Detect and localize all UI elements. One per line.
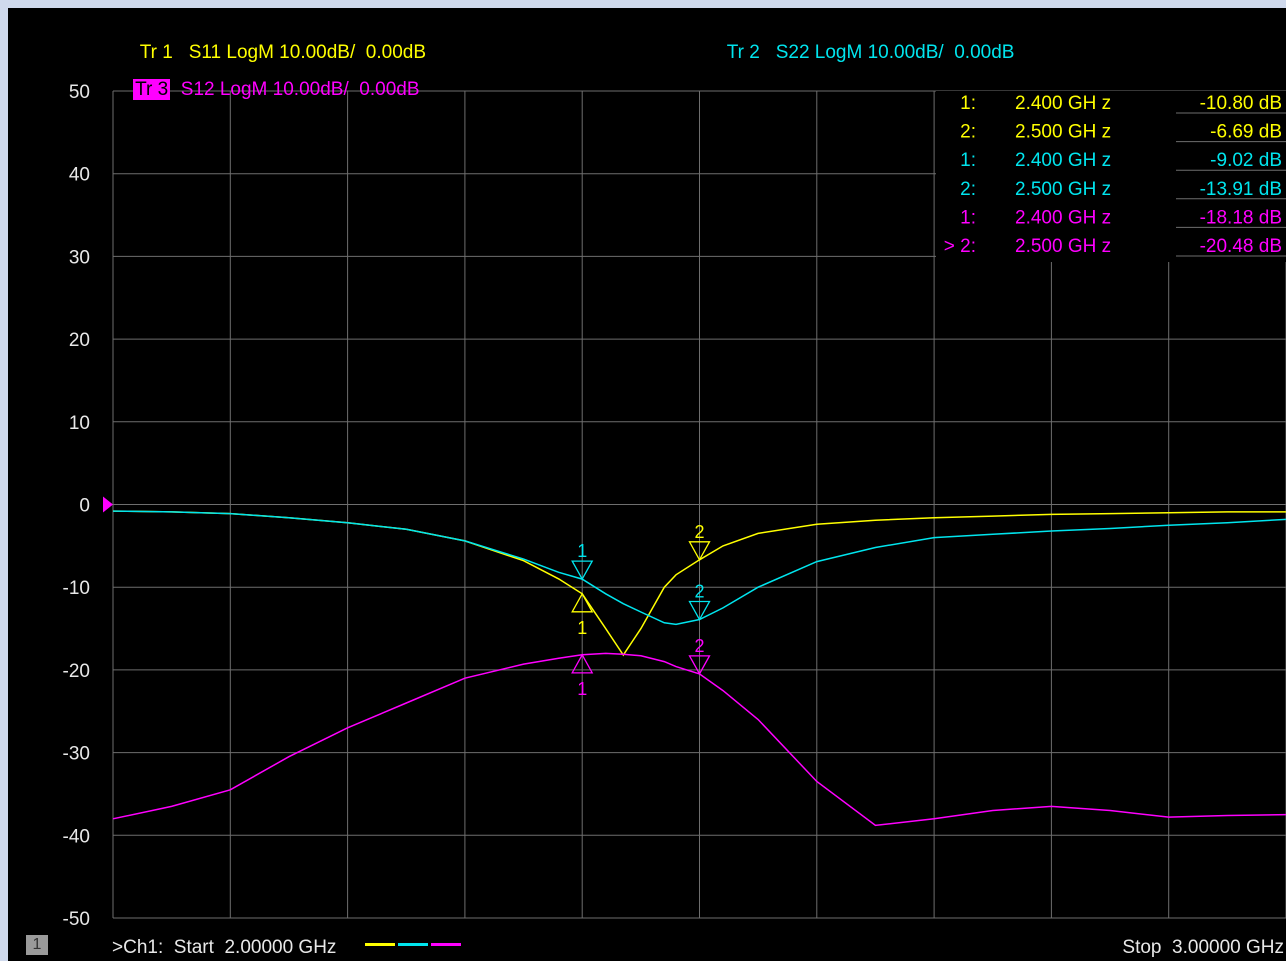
marker-table-frequency: 2.500 GH z — [1015, 179, 1111, 200]
marker-table-index: > 2: — [944, 236, 976, 257]
marker-label: 2 — [694, 522, 704, 542]
marker-table-value: -13.91 dB — [1200, 179, 1282, 200]
y-tick-label: -10 — [63, 578, 90, 599]
marker-table-frequency: 2.400 GH z — [1015, 93, 1111, 114]
marker-label: 2 — [694, 636, 704, 656]
marker-table-value: -20.48 dB — [1200, 236, 1282, 257]
trace3-label: Tr 3 — [133, 79, 171, 100]
marker-s12-2 — [688, 655, 711, 676]
y-tick-label: 0 — [79, 496, 90, 517]
stop-frequency[interactable]: Stop 3.00000 GHz — [1122, 937, 1284, 958]
marker-table-index: 1: — [960, 207, 976, 228]
marker-s11-1 — [571, 592, 594, 613]
y-axis: 50 40 30 20 10 0 -10 -20 -30 -40 -50 — [63, 82, 113, 930]
trace2-header[interactable]: Tr 2 S22 LogM 10.00dB/ 0.00dB — [706, 20, 1015, 86]
marker-table-index: 2: — [960, 179, 976, 200]
marker-table-value: -10.80 dB — [1200, 93, 1282, 114]
marker-s12-1 — [571, 653, 594, 674]
plot-area: 50 40 30 20 10 0 -10 -20 -30 -40 -50 1 2 1 2 1 2 1: 2.40… — [63, 82, 1286, 930]
marker-label: 1 — [577, 618, 587, 638]
marker-label: 1 — [577, 679, 587, 699]
marker-table-frequency: 2.400 GH z — [1015, 207, 1111, 228]
marker-s22-1 — [571, 560, 594, 581]
marker-table-index: 1: — [960, 93, 976, 114]
marker-table-value: -6.69 dB — [1210, 122, 1282, 143]
marker-table-value: -9.02 dB — [1210, 150, 1282, 171]
trace3-header[interactable]: Tr 3 S12 LogM 10.00dB/ 0.00dB — [112, 57, 420, 123]
trace2-settings: S22 LogM 10.00dB/ 0.00dB — [775, 42, 1015, 63]
marker-s22-2 — [688, 600, 711, 621]
marker-table-index: 1: — [960, 150, 976, 171]
trace-s22 — [112, 510, 1286, 626]
marker-table-index: 2: — [960, 122, 976, 143]
marker-table-frequency: 2.500 GH z — [1015, 122, 1111, 143]
y-tick-label: 40 — [69, 165, 90, 186]
marker-table: 1: 2.400 GH z -10.80 dB 2: 2.500 GH z -6.69 d… — [936, 91, 1286, 262]
s22-trace-swatch — [398, 943, 428, 946]
y-tick-label: -30 — [63, 744, 90, 765]
traces — [112, 510, 1286, 827]
y-tick-label: -40 — [63, 826, 90, 847]
marker-table-frequency: 2.500 GH z — [1015, 236, 1111, 257]
markers: 1 2 1 2 1 2 — [571, 522, 711, 699]
marker-table-background — [936, 91, 1286, 262]
trace-s12 — [112, 652, 1286, 827]
marker-label: 1 — [577, 541, 587, 561]
trace1-label: Tr 1 — [139, 42, 173, 63]
vna-display: 50 40 30 20 10 0 -10 -20 -30 -40 -50 1 2 1 2 1 2 1: 2.40… — [8, 8, 1286, 961]
trace2-label: Tr 2 — [726, 42, 760, 63]
y-tick-label: -50 — [63, 909, 90, 930]
y-tick-label: 30 — [69, 247, 90, 268]
marker-label: 2 — [694, 582, 704, 602]
s12-trace-swatch — [431, 943, 461, 946]
start-frequency[interactable]: >Ch1: Start 2.00000 GHz — [112, 937, 337, 958]
trace1-settings: S11 LogM 10.00dB/ 0.00dB — [188, 42, 427, 63]
s11-trace-swatch — [365, 943, 395, 946]
y-tick-label: -20 — [63, 661, 90, 682]
marker-table-value: -18.18 dB — [1200, 207, 1282, 228]
y-tick-label: 10 — [69, 413, 90, 434]
channel-status-bar: 1 >Ch1: Start 2.00000 GHz Stop 3.00000 G… — [8, 933, 1286, 961]
marker-s11-2 — [688, 541, 711, 562]
reference-level-arrow — [103, 496, 113, 513]
trace1-header[interactable]: Tr 1 S11 LogM 10.00dB/ 0.00dB — [119, 20, 426, 86]
marker-table-frequency: 2.400 GH z — [1015, 150, 1111, 171]
trace3-settings: S12 LogM 10.00dB/ 0.00dB — [180, 79, 420, 100]
channel-number-button[interactable]: 1 — [26, 935, 48, 955]
y-tick-label: 50 — [69, 82, 90, 103]
y-tick-label: 20 — [69, 330, 90, 351]
